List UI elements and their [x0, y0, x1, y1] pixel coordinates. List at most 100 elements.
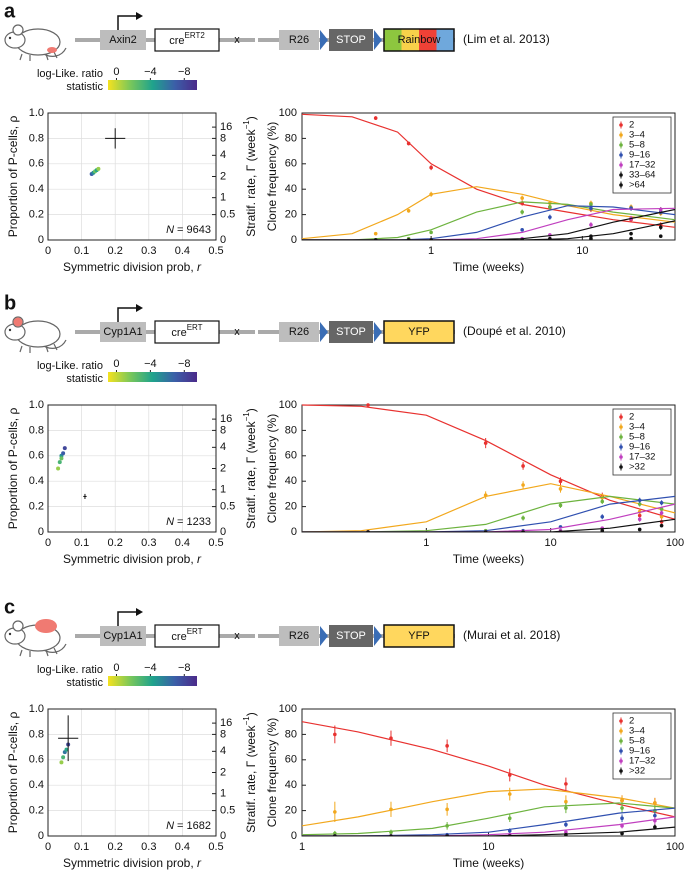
data-point [658, 225, 663, 230]
y2-tick-label: 0.5 [220, 209, 235, 221]
y-tick-label: 0.2 [29, 209, 44, 221]
promoter-box [100, 626, 146, 646]
y2-axis-label: Stratif. rate, Γ (week−1) [242, 408, 258, 528]
data-point [653, 818, 657, 823]
reporter-fill [384, 321, 454, 343]
data-point [659, 514, 664, 519]
data-point [658, 234, 663, 238]
data-point [620, 824, 624, 828]
data-point [637, 498, 642, 503]
data-point [520, 196, 524, 200]
panel-label: c [4, 596, 15, 618]
data-point [333, 732, 337, 737]
y2-label-text: Stratif. rate, Γ (week [244, 724, 258, 832]
fit-curve [302, 207, 675, 240]
y2-tick-label: 8 [220, 728, 226, 740]
data-point [521, 483, 525, 487]
reporter-fill [436, 29, 454, 51]
data-point [445, 807, 449, 812]
colorbar-tick-label: −8 [178, 358, 191, 370]
y2-label-end: ) [244, 712, 258, 716]
data-point [558, 487, 563, 491]
y-tick-label: 0 [291, 830, 297, 842]
reporter-box [383, 28, 455, 52]
legend-label: 17–32 [629, 452, 655, 463]
y-tick-label: 0 [38, 830, 44, 842]
colorbar [108, 676, 197, 686]
data-point [637, 502, 642, 506]
annotation: N = 9643 [166, 224, 211, 236]
x-tick-label: 0.1 [74, 841, 89, 853]
legend-marker [619, 133, 623, 137]
promoter-box [100, 30, 146, 50]
colorbar [108, 80, 197, 90]
x-tick-label: 0.2 [108, 537, 123, 549]
fit-curve [302, 788, 675, 827]
y-tick-label: 0 [38, 526, 44, 538]
y-tick-label: 40 [285, 475, 297, 487]
data-point [521, 530, 525, 532]
legend-marker [619, 465, 623, 469]
locus-box [279, 30, 319, 50]
fit-curve [302, 483, 675, 532]
plot-area [302, 403, 675, 532]
data-point [389, 807, 393, 812]
y2-label-sup: −1 [242, 716, 251, 726]
plot-frame [47, 112, 217, 241]
stop-box [329, 321, 373, 343]
y-axis-label: Proportion of P-cells, ρ [6, 712, 20, 834]
legend-box [612, 408, 672, 476]
cre-base: cre [169, 35, 184, 47]
y-tick-label: 100 [279, 399, 297, 411]
data-point [558, 503, 563, 508]
x-tick-label: 0 [45, 537, 51, 549]
colorbar-tick-label: −4 [144, 358, 157, 370]
point [59, 760, 64, 765]
data-point [620, 798, 624, 803]
point [57, 460, 62, 465]
data-point [333, 831, 337, 836]
legend-label: 3–4 [629, 130, 645, 141]
data-point [445, 824, 449, 828]
data-point [507, 834, 512, 836]
annotation-symbol: N [166, 516, 174, 528]
x-axis-label: Time (weeks) [453, 856, 525, 870]
legend-label: >64 [629, 180, 645, 191]
promoter-arrow [117, 15, 136, 30]
fit-curve [302, 518, 675, 532]
data-point [564, 782, 568, 786]
data-point [548, 215, 552, 219]
y-tick-label: 60 [285, 450, 297, 462]
fit-curve [302, 807, 675, 836]
data-point [483, 530, 488, 532]
y-tick-label: 20 [285, 805, 297, 817]
annotation-symbol: N [166, 820, 174, 832]
colorbar-title: log-Like. ratio [37, 68, 103, 80]
colorbar-subtitle: statistic [66, 677, 103, 689]
legend-marker [619, 769, 623, 773]
panel-label: a [4, 0, 16, 22]
y2-tick-label: 8 [220, 132, 226, 144]
annotation: N = 1233 [166, 516, 211, 528]
y2-tick-label: 2 [220, 766, 226, 778]
plot-area [302, 113, 675, 240]
data-point [637, 513, 642, 518]
colorbar-tick-label: −8 [178, 662, 191, 674]
colorbar-subtitle: statistic [66, 81, 103, 93]
y-axis-label: Proportion of P-cells, ρ [6, 408, 20, 530]
point [56, 466, 61, 471]
fit-curve [302, 816, 675, 836]
y-tick-label: 0 [291, 234, 297, 246]
y-tick-label: 100 [279, 703, 297, 715]
locus: R26 [289, 630, 309, 642]
data-point [507, 792, 512, 796]
fit-curve [302, 826, 675, 836]
cross: x [234, 630, 240, 642]
data-point [521, 464, 525, 468]
x-tick-label: 0.5 [208, 537, 223, 549]
fit-curve [302, 802, 675, 836]
legend-label: 2 [629, 120, 634, 131]
y2-tick-label: 1 [220, 788, 226, 800]
data-point [558, 479, 563, 483]
